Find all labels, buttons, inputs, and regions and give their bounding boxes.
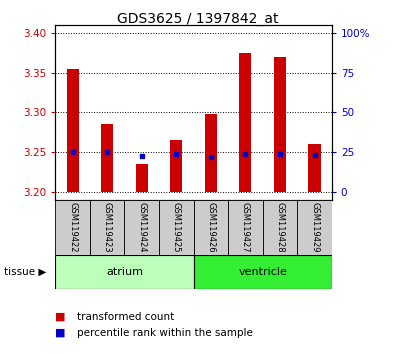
Bar: [55, 255, 194, 289]
Bar: [170, 140, 182, 192]
Text: GSM119426: GSM119426: [206, 202, 215, 253]
Text: tissue ▶: tissue ▶: [4, 267, 46, 277]
Text: GSM119424: GSM119424: [137, 202, 146, 253]
Bar: [135, 164, 148, 192]
Text: atrium: atrium: [106, 267, 143, 277]
Text: ■: ■: [55, 312, 66, 322]
Bar: [66, 69, 79, 192]
Text: GSM119427: GSM119427: [241, 202, 250, 253]
Text: GSM119422: GSM119422: [68, 202, 77, 253]
Bar: [308, 144, 321, 192]
Bar: [55, 200, 90, 255]
Text: GSM119425: GSM119425: [172, 202, 181, 253]
Text: GSM119428: GSM119428: [275, 202, 284, 253]
Bar: [263, 200, 297, 255]
Text: GDS3625 / 1397842_at: GDS3625 / 1397842_at: [117, 12, 278, 27]
Bar: [101, 124, 113, 192]
Bar: [159, 200, 194, 255]
Bar: [239, 53, 252, 192]
Text: GSM119423: GSM119423: [103, 202, 112, 253]
Bar: [194, 200, 228, 255]
Bar: [297, 200, 332, 255]
Text: GSM119429: GSM119429: [310, 202, 319, 253]
Bar: [90, 200, 124, 255]
Bar: [274, 57, 286, 192]
Text: ventricle: ventricle: [238, 267, 287, 277]
Text: percentile rank within the sample: percentile rank within the sample: [77, 328, 253, 338]
Text: ■: ■: [55, 328, 66, 338]
Text: transformed count: transformed count: [77, 312, 174, 322]
Bar: [205, 114, 217, 192]
Bar: [124, 200, 159, 255]
Bar: [194, 255, 332, 289]
Bar: [228, 200, 263, 255]
